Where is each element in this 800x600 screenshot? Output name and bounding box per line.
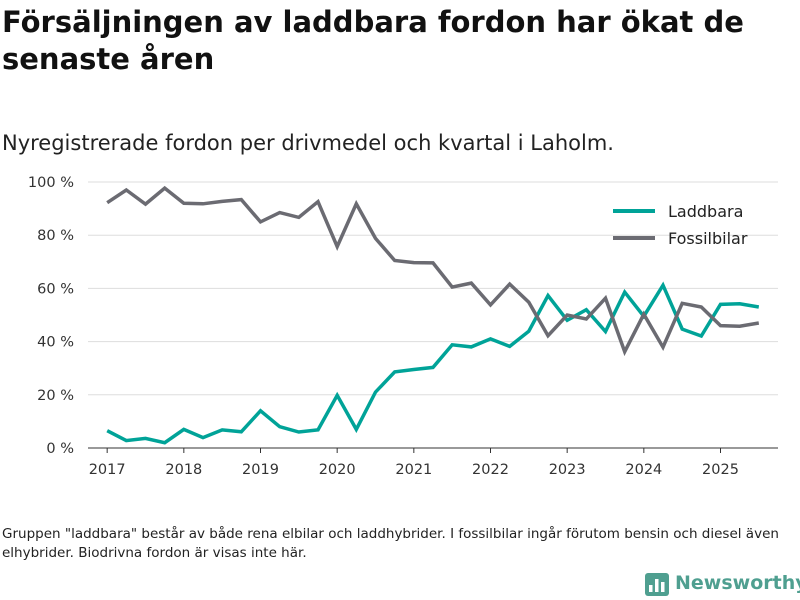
x-tick-label: 2020 (319, 462, 356, 478)
x-tick-label: 2022 (472, 462, 509, 478)
x-tick-label: 2019 (242, 462, 279, 478)
axes: 0 % 20 % 40 % 60 % 80 % 100 % 2017 2018 2019 2020… (28, 175, 778, 478)
y-tick-label: 40 % (37, 335, 74, 351)
y-tick-label: 20 % (37, 388, 74, 404)
chart-subtitle: Nyregistrerade fordon per drivmedel och … (2, 131, 614, 155)
brand-name: Newsworthy (675, 572, 800, 594)
chart-title: Försäljningen av laddbara fordon har öka… (2, 5, 744, 76)
line-chart: 0 % 20 % 40 % 60 % 80 % 100 % 2017 2018 2019 2020… (28, 175, 778, 478)
legend: Laddbara Fossilbilar (613, 202, 748, 248)
x-tick-label: 2024 (625, 462, 662, 478)
x-tick-label: 2021 (395, 462, 432, 478)
x-tick-label: 2025 (702, 462, 739, 478)
newsworthy-logo-icon (645, 573, 669, 596)
y-tick-label: 100 % (28, 175, 74, 191)
series-lines (106, 185, 760, 445)
brand-logo: Newsworthy (645, 568, 800, 598)
y-tick-label: 0 % (46, 441, 74, 457)
legend-label-fossilbilar: Fossilbilar (668, 229, 748, 248)
footnote: Gruppen "laddbara" består av både rena e… (2, 526, 779, 561)
series-line-laddbara (106, 281, 760, 445)
series-line-fossilbilar (106, 185, 760, 357)
x-tick-label: 2018 (165, 462, 202, 478)
x-tick-label: 2023 (549, 462, 586, 478)
x-tick-label: 2017 (89, 462, 126, 478)
y-tick-label: 60 % (37, 281, 74, 297)
y-tick-label: 80 % (37, 228, 74, 244)
legend-label-laddbara: Laddbara (668, 202, 743, 221)
